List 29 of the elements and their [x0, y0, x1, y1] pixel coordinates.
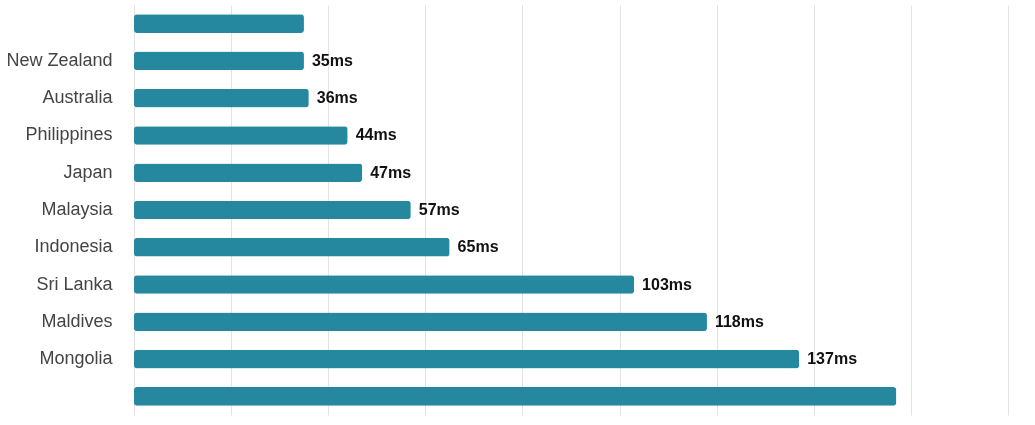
y-tick-label: Mongolia	[39, 348, 114, 369]
bar	[134, 51, 304, 71]
bar	[134, 237, 450, 257]
data-label: 36ms	[316, 89, 358, 107]
data-label: 137ms	[807, 350, 858, 368]
y-tick-label: Malaysia	[41, 199, 114, 219]
y-tick-label: New Zealand	[6, 49, 113, 70]
bar	[134, 14, 304, 33]
y-tick-label: Sri Lanka	[36, 273, 114, 294]
bar	[134, 349, 800, 369]
data-label: 44ms	[355, 126, 397, 144]
data-label: 118ms	[714, 312, 764, 330]
y-tick-label: Australia	[42, 87, 114, 108]
data-label: 65ms	[457, 238, 499, 256]
bar	[134, 312, 707, 332]
bar	[134, 163, 363, 183]
y-tick-label: Japan	[63, 161, 113, 182]
y-tick-label: Philippines	[25, 124, 113, 145]
data-label: 57ms	[418, 201, 460, 218]
bar	[134, 88, 309, 108]
data-label: 35ms	[311, 51, 353, 69]
y-tick-label: Indonesia	[34, 236, 114, 257]
bar	[134, 387, 897, 406]
data-label: 47ms	[370, 163, 412, 181]
bar	[134, 275, 635, 294]
y-tick-label: Maldives	[41, 310, 113, 331]
bar	[134, 126, 348, 145]
bar	[134, 200, 411, 220]
data-label: 103ms	[642, 275, 693, 293]
